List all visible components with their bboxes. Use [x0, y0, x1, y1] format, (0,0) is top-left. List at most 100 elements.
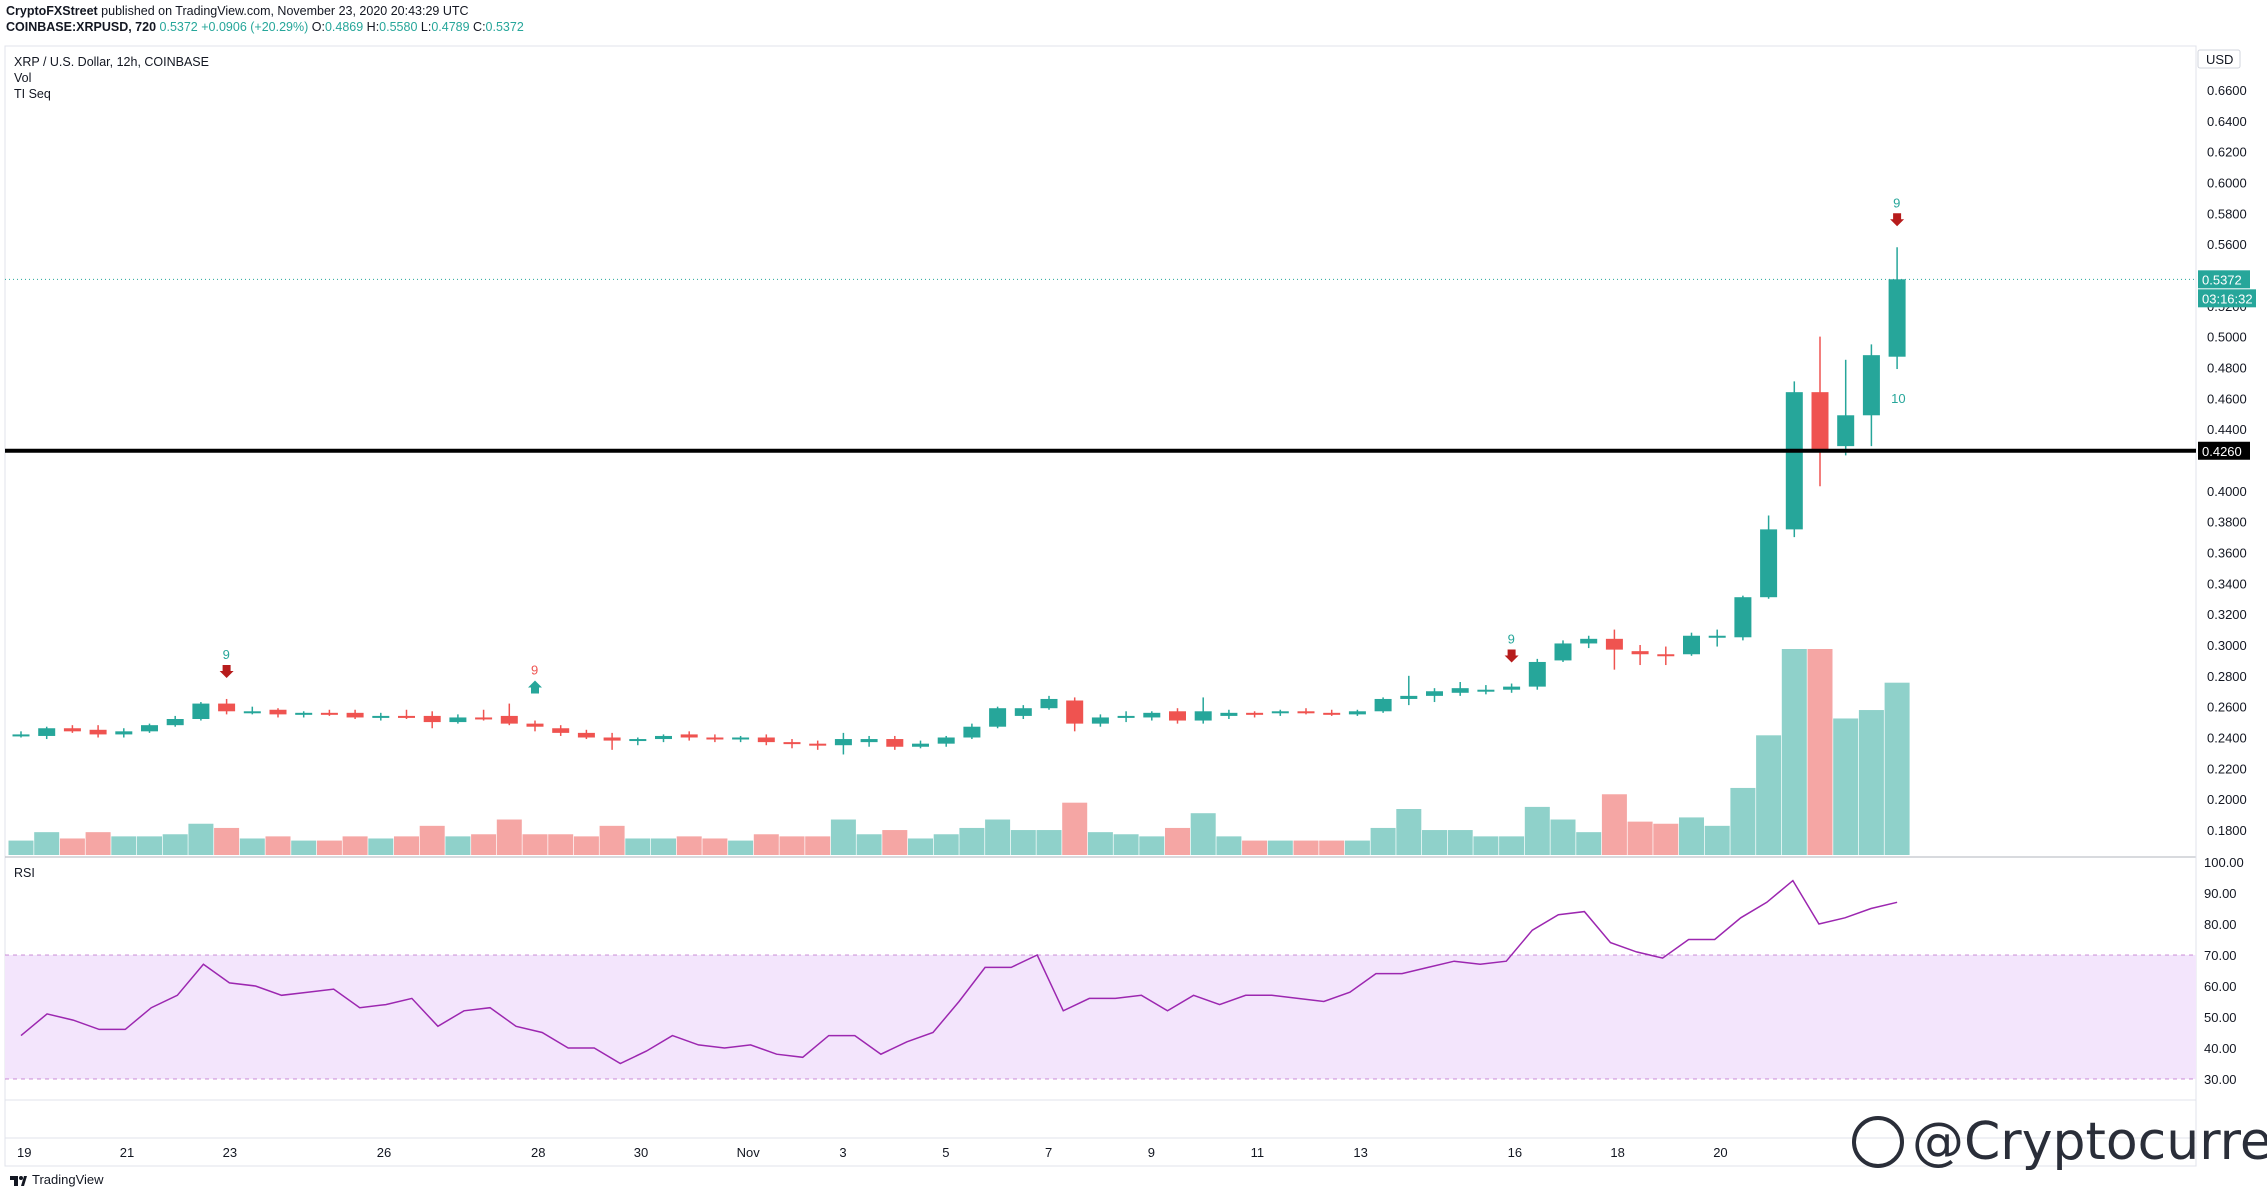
candle-body — [526, 723, 544, 727]
candle-body — [1323, 712, 1341, 715]
candle-body — [1014, 708, 1032, 716]
candle-body — [937, 737, 955, 744]
volume-bar — [959, 827, 985, 855]
chart-title-text: XRP / U.S. Dollar, 12h, COINBASE — [14, 55, 209, 69]
volume-bar — [8, 840, 34, 855]
price-tick-label: 0.4400 — [2207, 422, 2247, 437]
volume-bar — [805, 836, 831, 855]
currency-box[interactable] — [2197, 49, 2241, 69]
volume-bar — [1833, 718, 1859, 855]
volume-bar — [830, 819, 856, 855]
candle-body — [423, 715, 441, 723]
close-label: C: — [473, 20, 486, 34]
td-count-label: 10 — [1891, 391, 1905, 406]
publish-info: published on TradingView.com, November 2… — [97, 4, 469, 18]
candle-body — [115, 731, 133, 735]
volume-bar — [1010, 830, 1036, 855]
candle-body — [706, 737, 724, 740]
volume-bar — [34, 832, 60, 855]
price-tick-label: 0.6000 — [2207, 176, 2247, 191]
watermark: @Cryptocurrency — [1852, 1112, 2267, 1172]
candle-body — [1246, 712, 1264, 715]
volume-bar — [1884, 682, 1910, 855]
price-tick-label: 0.3200 — [2207, 607, 2247, 622]
low-label: L: — [420, 20, 432, 34]
open-label: O: — [311, 20, 325, 34]
time-tick-label: 9 — [1148, 1145, 1155, 1160]
volume-bar — [239, 838, 265, 855]
countdown-tag: 03:16:32 — [2202, 291, 2253, 306]
volume-bar — [1319, 840, 1345, 855]
volume-bar — [445, 836, 471, 855]
volume-bar — [368, 838, 394, 855]
time-tick-label: 26 — [377, 1145, 391, 1160]
publisher-name[interactable]: CryptoFXStreet — [6, 4, 98, 18]
volume-bar — [1447, 830, 1473, 855]
price-tick-label: 0.3800 — [2207, 515, 2247, 530]
volume-bar — [316, 840, 342, 855]
time-tick-label: 3 — [839, 1145, 846, 1160]
time-tick-label: 19 — [17, 1145, 31, 1160]
volume-bar — [779, 836, 805, 855]
time-tick-label: 21 — [120, 1145, 134, 1160]
candle-body — [1297, 711, 1315, 714]
tradingview-logo[interactable]: TradingView — [10, 1172, 104, 1187]
volume-bar — [651, 838, 676, 855]
rsi-tick-label: 70.00 — [2204, 948, 2237, 963]
time-axis[interactable]: 19 21 23 26 28 30 Nov 3 5 7 9 11 13 16 18 20 — [17, 1145, 1728, 1160]
volume-bar — [1036, 830, 1062, 855]
candle-body — [475, 717, 493, 720]
candle-body — [886, 739, 904, 747]
rsi-legend[interactable]: RSI — [14, 866, 35, 880]
volume-bar — [1653, 823, 1679, 855]
change-value: +0.0906 (+20.29%) — [201, 20, 309, 34]
volume-bar — [265, 836, 291, 855]
volume-bar — [1344, 840, 1370, 855]
volume-bar — [1190, 813, 1216, 855]
volume-bar — [522, 834, 548, 855]
candle-body — [963, 726, 981, 738]
level-tag-bg — [2198, 441, 2250, 460]
ti-seq-legend[interactable]: TI Seq — [14, 87, 51, 101]
candle-body — [732, 737, 750, 740]
price-tick-label: 0.5000 — [2207, 330, 2247, 345]
candle-body — [1143, 712, 1161, 718]
candle-body — [38, 728, 56, 736]
volume-bar — [291, 840, 317, 855]
candle-body — [1785, 392, 1803, 530]
chart-title[interactable]: XRP / U.S. Dollar, 12h, COINBASE — [14, 55, 209, 69]
volume-bar — [625, 838, 651, 855]
price-axis[interactable]: 0.66000.64000.62000.60000.58000.56000.52… — [2207, 83, 2247, 838]
candle-body — [1477, 689, 1495, 692]
candle-body — [1503, 686, 1521, 690]
volume-bar — [908, 838, 933, 855]
volume-bar — [933, 834, 959, 855]
volume-bar — [111, 836, 137, 855]
last-price-tag-bg — [2198, 270, 2250, 289]
td-sell-arrow-icon — [1890, 213, 1905, 227]
volume-bar — [1730, 787, 1756, 855]
candle-body — [1734, 597, 1752, 638]
candle-body — [500, 715, 518, 724]
tradingview-icon — [10, 1175, 27, 1186]
volume-bar — [1370, 827, 1396, 855]
volume-legend[interactable]: Vol — [14, 71, 32, 85]
candle-body — [166, 719, 184, 726]
countdown-tag-bg — [2198, 289, 2256, 308]
candle-body — [372, 715, 390, 718]
rsi-series-line — [20, 879, 1898, 1065]
candle-body — [1580, 638, 1598, 644]
candle-body — [1760, 529, 1778, 598]
volume-bar — [1756, 735, 1782, 855]
candle-body — [783, 742, 801, 745]
volume-bar — [728, 840, 754, 855]
rsi-tick-label: 80.00 — [2204, 917, 2237, 932]
time-tick-label: 18 — [1610, 1145, 1624, 1160]
candle-body — [1040, 698, 1058, 709]
time-tick-label: 13 — [1353, 1145, 1367, 1160]
last-price-tag: 0.5372 — [2202, 272, 2242, 287]
price-tick-label: 0.2600 — [2207, 700, 2247, 715]
candle-body — [89, 729, 107, 735]
price-tick-label: 0.5600 — [2207, 237, 2247, 252]
